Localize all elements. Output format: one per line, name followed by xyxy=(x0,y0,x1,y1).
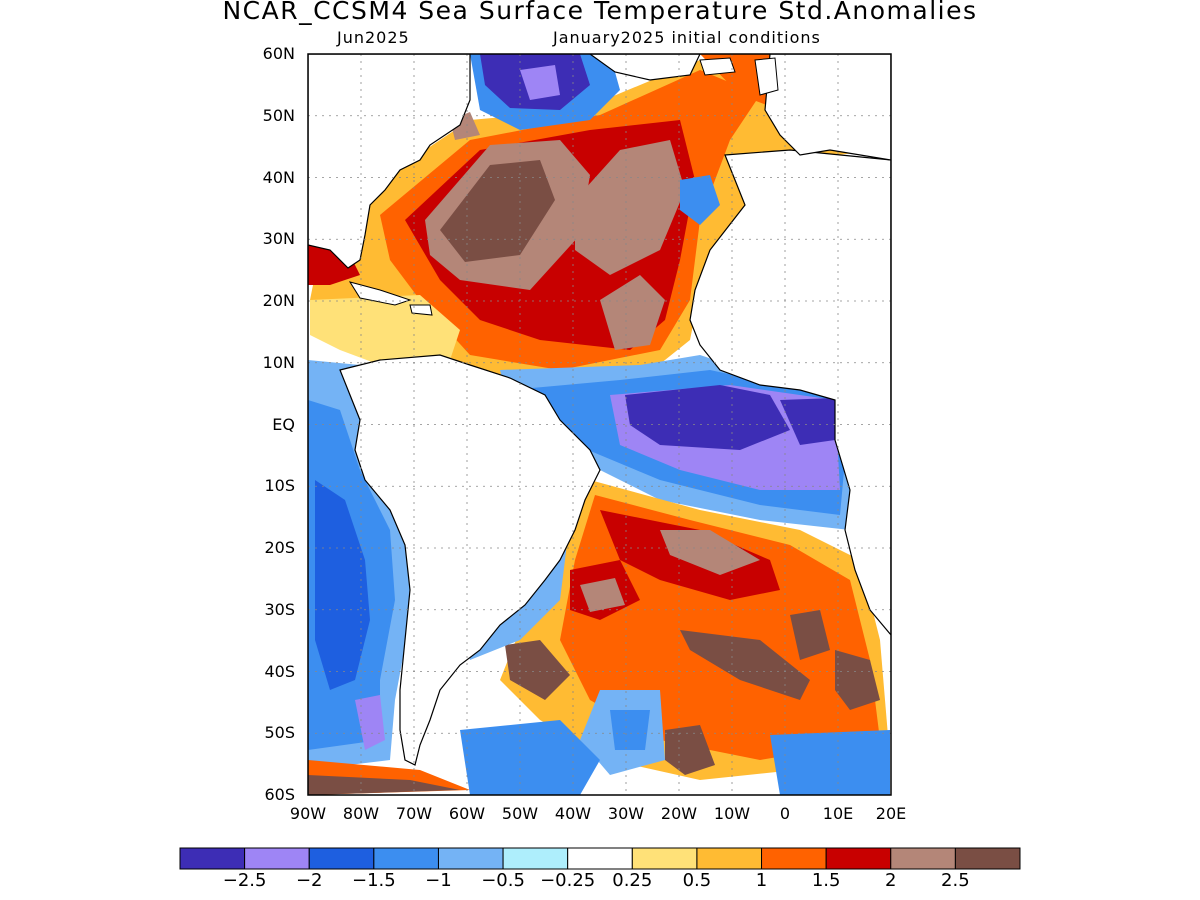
colorbar-swatch xyxy=(825,847,892,870)
lon-tick-label: 0 xyxy=(779,804,791,823)
sa-warm-9 xyxy=(835,650,880,710)
labrador-cold-3 xyxy=(520,65,560,100)
colorbar-swatch xyxy=(502,847,569,870)
sa-warm-4 xyxy=(660,530,760,575)
colorbar-tick-label: 0.5 xyxy=(682,870,712,891)
iceland xyxy=(699,57,736,76)
lat-tick-label: 50N xyxy=(262,105,295,125)
colorbar-tick-label: 2.5 xyxy=(941,870,970,891)
na-warm-5 xyxy=(575,140,685,275)
lat-tick-label: 60N xyxy=(262,44,295,63)
lat-tick-label: 50S xyxy=(264,723,295,743)
southern-cold xyxy=(460,720,600,795)
colorbar-swatch xyxy=(373,847,439,870)
colorbar-swatch xyxy=(761,847,827,870)
colorbar xyxy=(179,847,1021,870)
sa-warm-6 xyxy=(580,578,625,612)
cuba xyxy=(348,281,412,306)
lon-tick-label: 20E xyxy=(875,804,907,823)
lon-tick-label: 50W xyxy=(501,804,539,823)
colorbar-swatch xyxy=(437,847,504,870)
eq-cold-5 xyxy=(780,398,835,445)
lon-tick-label: 30W xyxy=(607,804,645,823)
colorbar-tick-label: −0.5 xyxy=(481,870,525,891)
graticule xyxy=(308,54,891,795)
anomaly-field xyxy=(308,54,891,795)
lat-tick-label: 20N xyxy=(262,291,295,310)
lat-tick-label: EQ xyxy=(272,414,295,434)
europe xyxy=(764,54,891,161)
colorbar-swatch xyxy=(890,847,956,870)
lon-tick-label: 20W xyxy=(660,804,698,823)
southern-warm-2 xyxy=(308,775,460,795)
lon-tick-label: 60W xyxy=(448,804,486,823)
pacific-cold-4 xyxy=(355,695,385,750)
lon-tick-label: 10E xyxy=(822,804,854,823)
lat-tick-label: 30N xyxy=(262,229,295,249)
midatl-cold xyxy=(680,175,720,225)
lon-tick-label: 90W xyxy=(289,804,327,823)
colorbar-tick-label: 1 xyxy=(755,870,768,891)
africa xyxy=(689,149,891,636)
lat-tick-label: 20S xyxy=(264,538,295,557)
colorbar-tick-label: −2.5 xyxy=(222,870,267,891)
greenland xyxy=(588,54,701,81)
colorbar-tick-label: 1.5 xyxy=(811,870,841,891)
uk xyxy=(754,57,779,96)
colorbar-swatch xyxy=(696,847,763,870)
colorbar-swatch xyxy=(567,847,633,870)
na-warm-7 xyxy=(600,275,665,350)
sa-cold-4 xyxy=(770,730,890,795)
colorbar-tick-label: −2 xyxy=(295,870,323,891)
lat-tick-label: 10S xyxy=(264,476,295,496)
colorbar-swatch xyxy=(631,847,698,870)
lat-tick-label: 10N xyxy=(262,352,295,372)
colorbar-tick-label: 2 xyxy=(885,870,897,891)
hispaniola xyxy=(409,304,433,316)
lon-tick-label: 70W xyxy=(395,804,433,823)
sa-warm-11 xyxy=(665,725,715,775)
colorbar-swatch xyxy=(179,847,246,870)
lon-tick-label: 10W xyxy=(713,804,751,823)
lon-tick-label: 40W xyxy=(554,804,592,823)
lat-tick-label: 40S xyxy=(264,661,295,681)
colorbar-tick-label: −0.25 xyxy=(540,870,596,891)
map-frame xyxy=(307,53,892,796)
na-warm-6 xyxy=(440,160,555,262)
lat-tick-label: 60S xyxy=(264,785,295,804)
map-title: NCAR_CCSM4 Sea Surface Temperature Std.A… xyxy=(222,0,978,25)
sa-cold-3 xyxy=(610,710,650,750)
colorbar-swatch xyxy=(308,847,375,870)
south-america xyxy=(339,354,601,766)
initial-conditions: January2025 initial conditions xyxy=(553,28,821,47)
sa-warm-7 xyxy=(680,630,810,700)
colorbar-swatch xyxy=(244,847,310,870)
eq-cold-4 xyxy=(625,385,790,450)
north-america xyxy=(308,54,471,269)
colorbar-swatch xyxy=(954,847,1021,870)
colorbar-tick-label: −1.5 xyxy=(351,870,396,891)
lon-tick-label: 80W xyxy=(342,804,380,823)
forecast-month: Jun2025 xyxy=(337,28,410,47)
lat-tick-label: 30S xyxy=(264,599,295,619)
sa-warm-8 xyxy=(790,610,830,660)
pacific-cold-3 xyxy=(315,480,370,690)
sa-warm-10 xyxy=(505,640,570,700)
lat-tick-label: 40N xyxy=(262,167,295,187)
colorbar-tick-label: 0.25 xyxy=(612,870,653,891)
colorbar-tick-label: −1 xyxy=(425,870,452,891)
